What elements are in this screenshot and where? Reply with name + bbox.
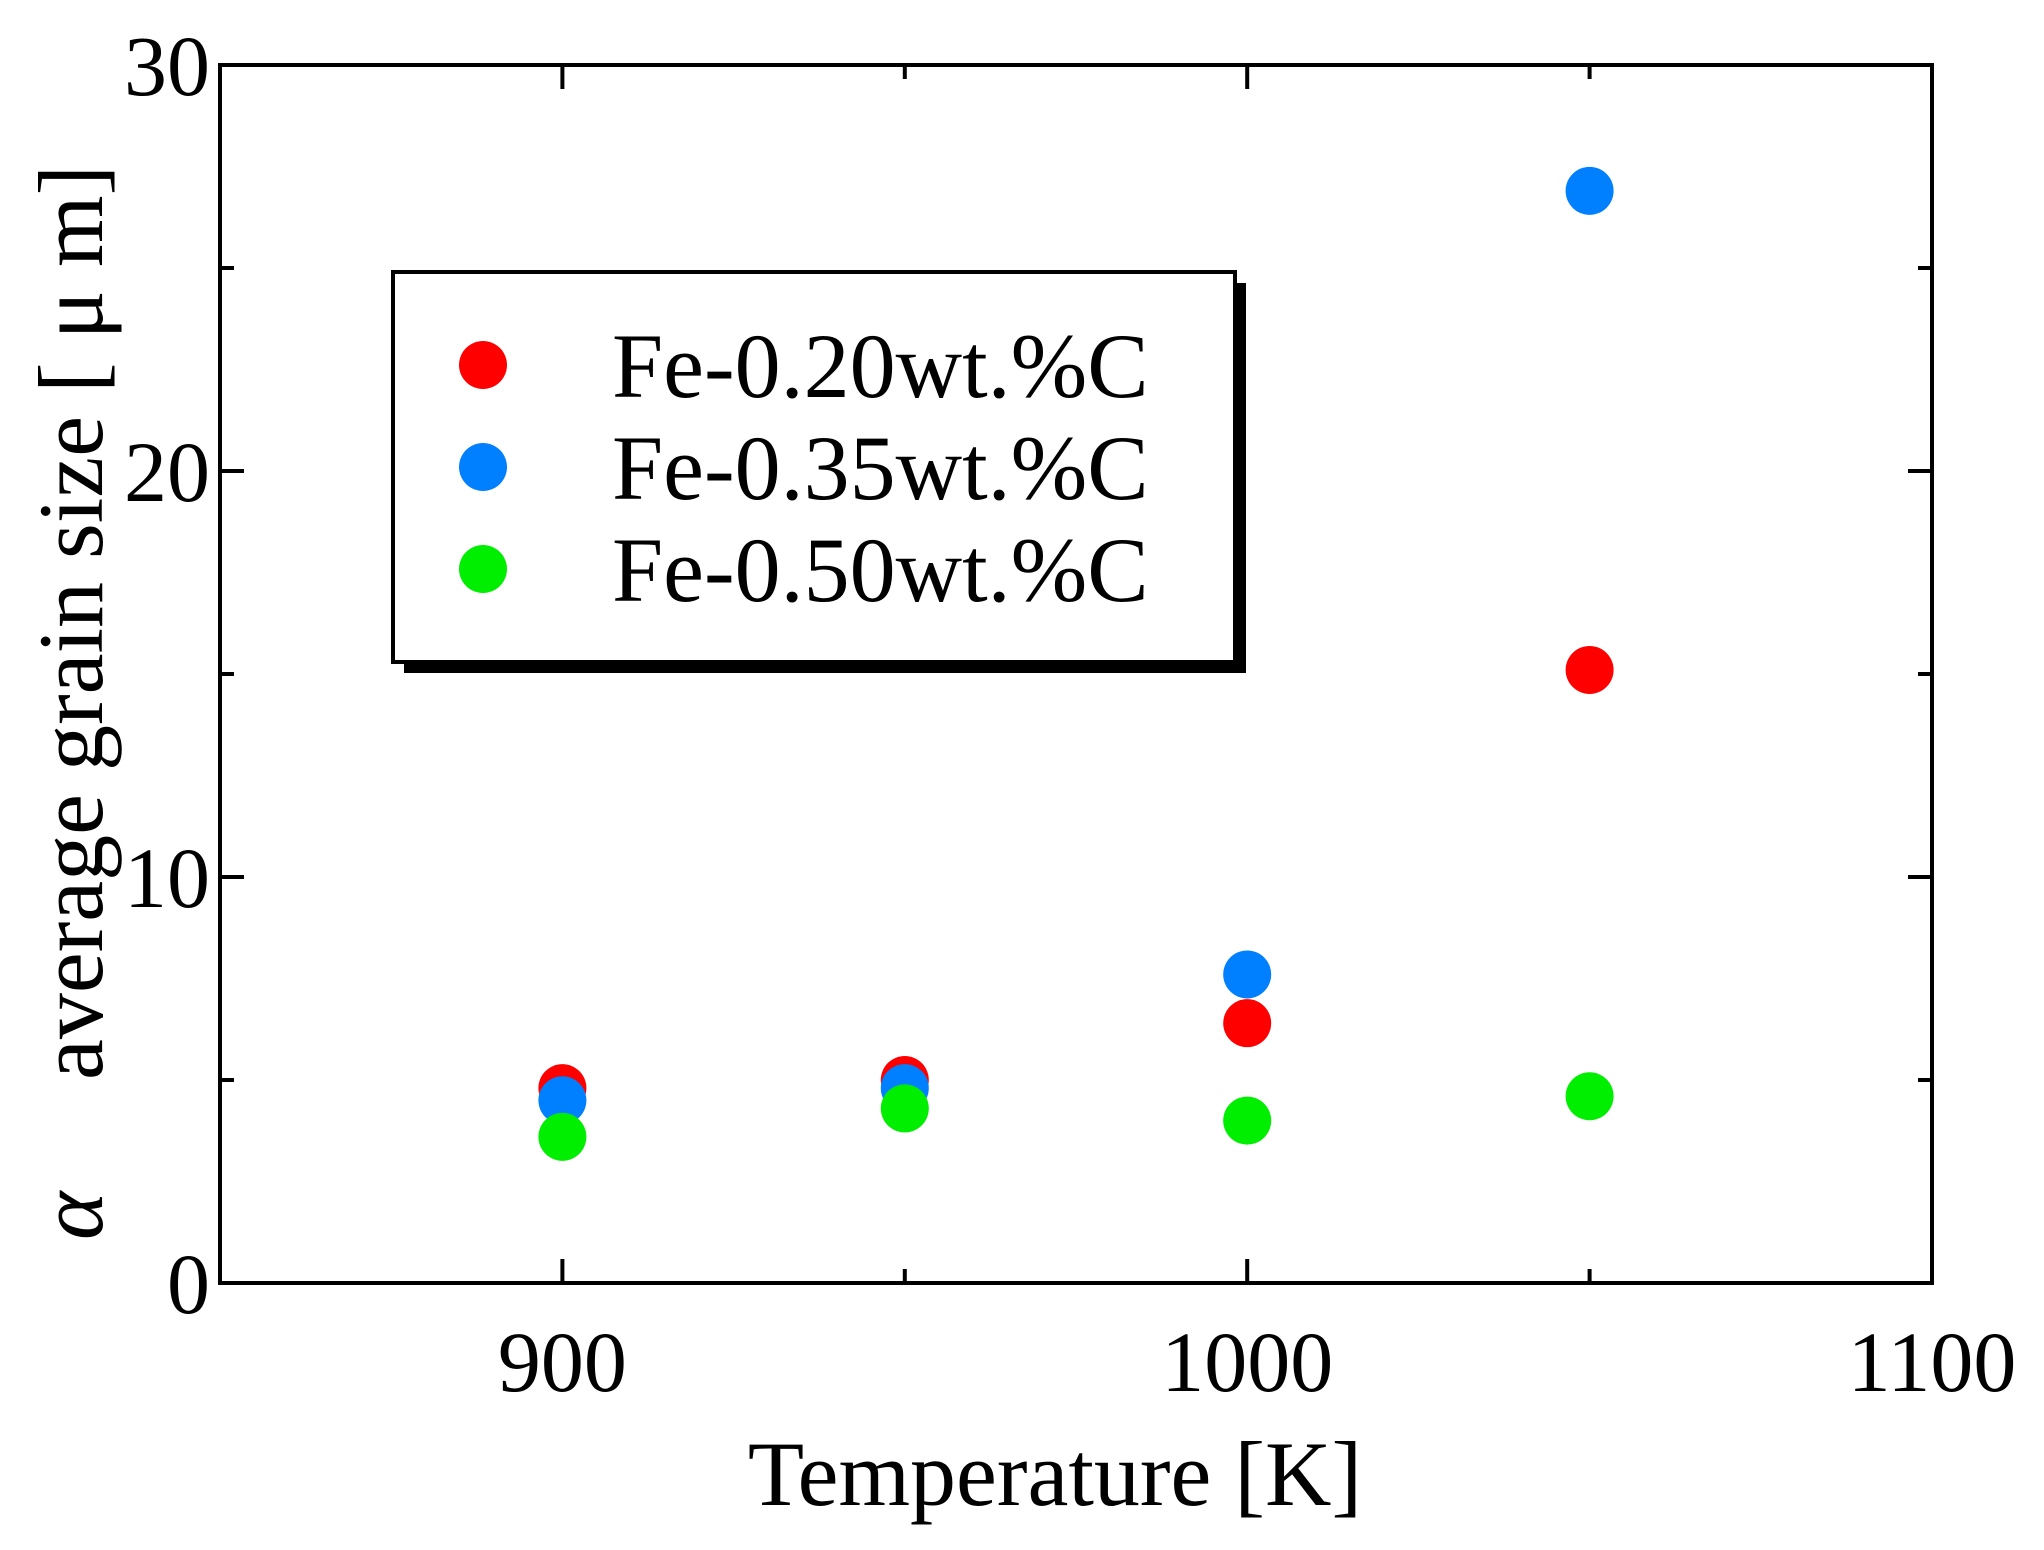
legend-box: [391, 270, 1237, 664]
data-points: [538, 166, 1614, 1161]
legend: Fe-0.20wt.%CFe-0.35wt.%CFe-0.50wt.%C: [391, 270, 1246, 673]
legend-marker: [459, 341, 507, 389]
data-point: [538, 1112, 587, 1161]
plot-frame: [218, 63, 1934, 1285]
axis-tick-labels: 900 1000 1100 0 10 20 30: [124, 18, 2016, 1410]
x-tick-label: 900: [498, 1314, 627, 1410]
data-point: [880, 1084, 929, 1133]
legend-label: Fe-0.35wt.%C: [612, 417, 1149, 519]
data-point: [1223, 1096, 1272, 1145]
data-point: [1223, 999, 1272, 1048]
legend-label: Fe-0.50wt.%C: [612, 519, 1149, 621]
data-point: [1565, 1072, 1614, 1121]
legend-marker: [459, 545, 507, 593]
legend-marker: [459, 443, 507, 491]
y-tick-label: 0: [167, 1236, 210, 1332]
y-axis-title-group: α average grain size [ μ m]: [20, 165, 122, 1240]
y-axis-title: average grain size [ μ m]: [20, 165, 122, 1080]
data-point: [1565, 645, 1614, 694]
y-axis-title-prefix: α: [20, 1190, 122, 1240]
series-3: [538, 1072, 1614, 1161]
y-tick-label: 20: [124, 424, 210, 520]
y-tick-label: 10: [124, 830, 210, 926]
x-axis-title: Temperature [K]: [748, 1423, 1362, 1525]
x-tick-label: 1000: [1161, 1314, 1333, 1410]
x-tick-label: 1100: [1848, 1314, 2017, 1410]
data-point: [538, 1076, 587, 1125]
y-tick-label: 30: [124, 18, 210, 114]
data-point: [1565, 166, 1614, 215]
legend-label: Fe-0.20wt.%C: [612, 315, 1149, 417]
legend-entries: Fe-0.20wt.%CFe-0.35wt.%CFe-0.50wt.%C: [459, 315, 1149, 621]
data-point: [1223, 950, 1272, 999]
